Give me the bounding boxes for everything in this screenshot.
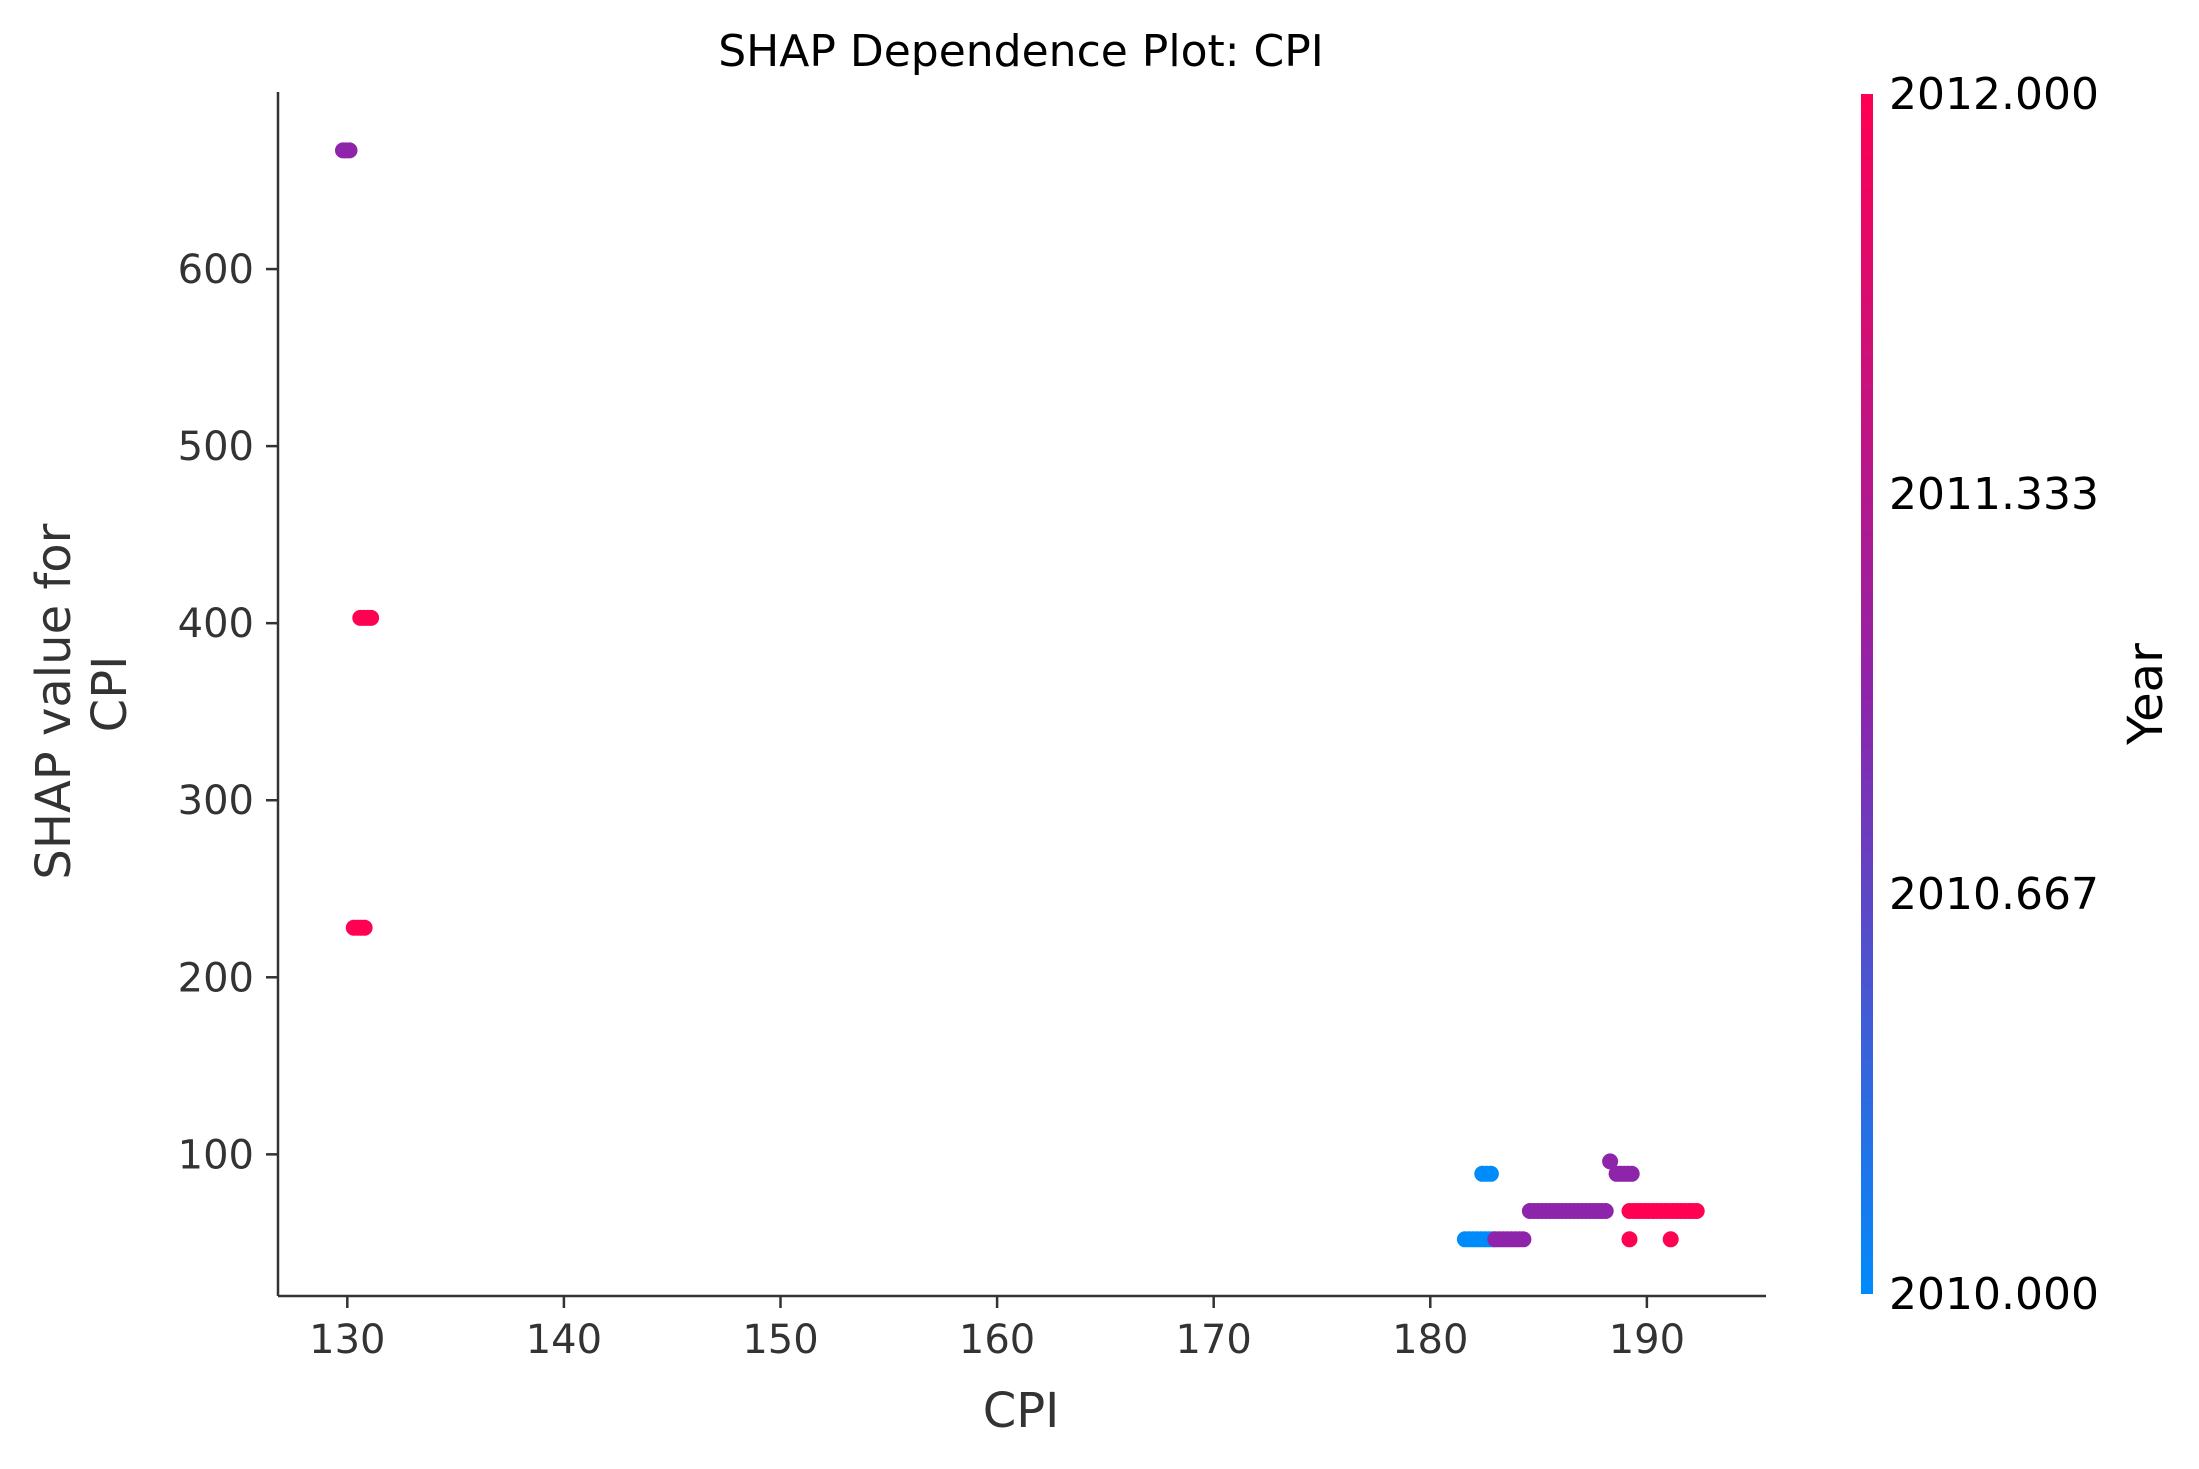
scatter-point bbox=[356, 919, 373, 936]
y-tick-label: 300 bbox=[178, 778, 254, 824]
scatter-point bbox=[1623, 1165, 1640, 1182]
x-tick-label: 160 bbox=[959, 1317, 1035, 1363]
y-tick-label: 600 bbox=[178, 247, 254, 293]
colorbar bbox=[1861, 94, 1873, 1294]
y-tick-label: 100 bbox=[178, 1132, 254, 1178]
scatter-point bbox=[1602, 1153, 1619, 1170]
x-tick-label: 170 bbox=[1176, 1317, 1252, 1363]
scatter-point bbox=[1662, 1231, 1679, 1248]
chart-title: SHAP Dependence Plot: CPI bbox=[718, 26, 1324, 77]
scatter-point bbox=[1482, 1165, 1499, 1182]
x-tick-label: 180 bbox=[1392, 1317, 1468, 1363]
x-ticks: 130 140 150 160 170 180 190 bbox=[309, 1296, 1685, 1363]
x-tick-label: 150 bbox=[742, 1317, 818, 1363]
colorbar-tick-label: 2010.667 bbox=[1889, 869, 2099, 920]
y-axis-label-line-1: SHAP value for bbox=[26, 523, 82, 879]
y-ticks: 100 200 300 400 500 600 bbox=[178, 247, 278, 1178]
scatter-point bbox=[1597, 1203, 1614, 1219]
colorbar-tick-label: 2012.000 bbox=[1889, 69, 2099, 120]
colorbar-title: Year bbox=[2118, 643, 2174, 746]
x-tick-label: 190 bbox=[1609, 1317, 1685, 1363]
scatter-point bbox=[341, 142, 358, 159]
colorbar-ticks: 2010.000 2010.667 2011.333 2012.000 bbox=[1889, 69, 2099, 1320]
y-tick-label: 200 bbox=[178, 955, 254, 1001]
scatter-point bbox=[1621, 1231, 1638, 1248]
y-axis-label: SHAP value for CPI bbox=[26, 508, 138, 879]
scatter-point bbox=[1515, 1231, 1532, 1248]
y-axis-label-line-2: CPI bbox=[82, 656, 138, 733]
x-tick-label: 140 bbox=[526, 1317, 602, 1363]
x-axis-label: CPI bbox=[983, 1383, 1060, 1439]
x-tick-label: 130 bbox=[309, 1317, 385, 1363]
scatter-points bbox=[335, 142, 1705, 1248]
y-tick-label: 400 bbox=[178, 601, 254, 647]
colorbar-tick-label: 2010.000 bbox=[1889, 1269, 2099, 1320]
scatter-point bbox=[363, 609, 380, 626]
colorbar-tick-label: 2011.333 bbox=[1889, 469, 2099, 520]
y-tick-label: 500 bbox=[178, 424, 254, 470]
scatter-point bbox=[1688, 1203, 1705, 1219]
